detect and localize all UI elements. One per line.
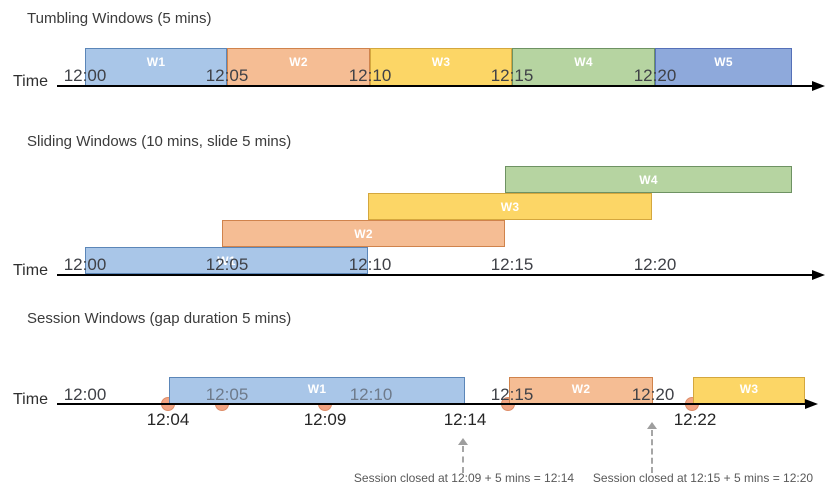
tick-label: 12:05 bbox=[205, 255, 249, 274]
tick-label: 12:15 bbox=[490, 255, 534, 274]
time-axis-line bbox=[57, 274, 812, 276]
tick-label: 12:20 bbox=[631, 385, 675, 404]
tick-label: 12:15 bbox=[490, 385, 534, 404]
window-label: W4 bbox=[639, 173, 658, 187]
dashed-arrow bbox=[651, 430, 653, 473]
time-axis-line bbox=[57, 403, 805, 405]
section-title: Sliding Windows (10 mins, slide 5 mins) bbox=[27, 133, 292, 150]
tick-label: 12:15 bbox=[490, 66, 534, 85]
window-box-w4: W4 bbox=[512, 48, 655, 86]
event-time-label: 12:04 bbox=[146, 410, 190, 429]
window-box-w2: W2 bbox=[222, 220, 505, 247]
tick-label: 12:05 bbox=[205, 66, 249, 85]
tick-label: 12:10 bbox=[348, 66, 392, 85]
time-axis-arrowhead bbox=[805, 399, 818, 409]
time-axis-label: Time bbox=[13, 391, 48, 408]
window-label: W2 bbox=[289, 55, 308, 69]
window-box-w2: W2 bbox=[227, 48, 370, 86]
window-box-w3: W3 bbox=[368, 193, 652, 220]
time-axis-line bbox=[57, 85, 812, 87]
dashed-arrowhead-up bbox=[647, 422, 657, 429]
tick-label: 12:20 bbox=[633, 66, 677, 85]
tick-label: 12:10 bbox=[349, 385, 393, 404]
window-label: W1 bbox=[146, 55, 166, 69]
tick-label: 12:05 bbox=[205, 385, 249, 404]
tick-label: 12:10 bbox=[348, 255, 392, 274]
event-time-label: 12:09 bbox=[303, 410, 347, 429]
window-label: W5 bbox=[714, 55, 733, 69]
window-label: W3 bbox=[500, 200, 520, 214]
time-axis-label: Time bbox=[13, 73, 48, 90]
window-label: W1 bbox=[307, 382, 327, 396]
dashed-arrow bbox=[462, 446, 464, 473]
window-label: W4 bbox=[574, 55, 593, 69]
time-axis-label: Time bbox=[13, 262, 48, 279]
window-box-w3: W3 bbox=[370, 48, 512, 86]
tick-label: 12:00 bbox=[63, 385, 107, 404]
tick-label: 12:00 bbox=[63, 255, 107, 274]
session-closed-annotation: Session closed at 12:09 + 5 mins = 12:14 bbox=[353, 471, 575, 485]
section-title: Session Windows (gap duration 5 mins) bbox=[27, 310, 292, 327]
window-box-w4: W4 bbox=[505, 166, 792, 193]
tick-label: 12:20 bbox=[633, 255, 677, 274]
window-label: W2 bbox=[571, 382, 591, 396]
window-label: W2 bbox=[354, 227, 373, 241]
section-title: Tumbling Windows (5 mins) bbox=[27, 10, 212, 27]
event-time-label: 12:14 bbox=[443, 410, 487, 429]
window-box-w1: W1 bbox=[85, 247, 368, 274]
time-axis-arrowhead bbox=[812, 270, 825, 280]
window-label: W3 bbox=[431, 55, 451, 69]
tick-label: 12:00 bbox=[63, 66, 107, 85]
dashed-arrowhead-up bbox=[458, 438, 468, 445]
window-box-w3: W3 bbox=[693, 377, 805, 404]
window-label: W3 bbox=[739, 382, 759, 396]
window-label: W1 bbox=[217, 254, 236, 268]
event-time-label: 12:22 bbox=[673, 410, 717, 429]
session-closed-annotation: Session closed at 12:15 + 5 mins = 12:20 bbox=[592, 471, 814, 485]
time-axis-arrowhead bbox=[812, 81, 825, 91]
window-box-w2: W2 bbox=[509, 377, 653, 404]
